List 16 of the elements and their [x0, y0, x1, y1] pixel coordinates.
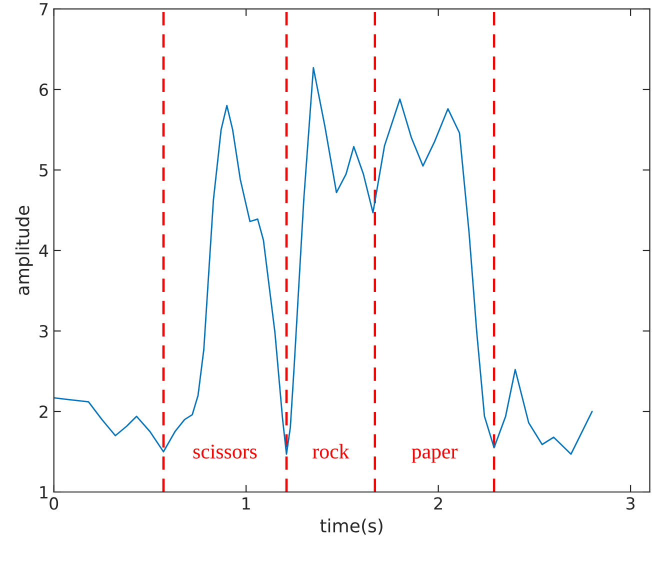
x-tick-label: 2: [434, 497, 442, 510]
x-tick-label: 0: [50, 497, 58, 510]
y-axis-title: amplitude: [15, 206, 33, 296]
y-tick-label: 6: [40, 83, 48, 96]
y-tick-label: 1: [40, 486, 48, 498]
x-tick-label: 1: [242, 497, 250, 510]
x-axis-title: time(s): [320, 518, 382, 535]
annotation: paper: [412, 448, 458, 463]
y-tick-label: 7: [40, 3, 48, 16]
x-tick-label: 3: [626, 497, 635, 510]
y-tick-label: 3: [40, 324, 48, 338]
annotation: scissors: [193, 444, 257, 459]
y-tick-label: 5: [40, 164, 48, 177]
y-tick-label: 2: [40, 405, 48, 418]
y-tick-label: 4: [39, 244, 48, 257]
annotation: rock: [312, 444, 350, 459]
